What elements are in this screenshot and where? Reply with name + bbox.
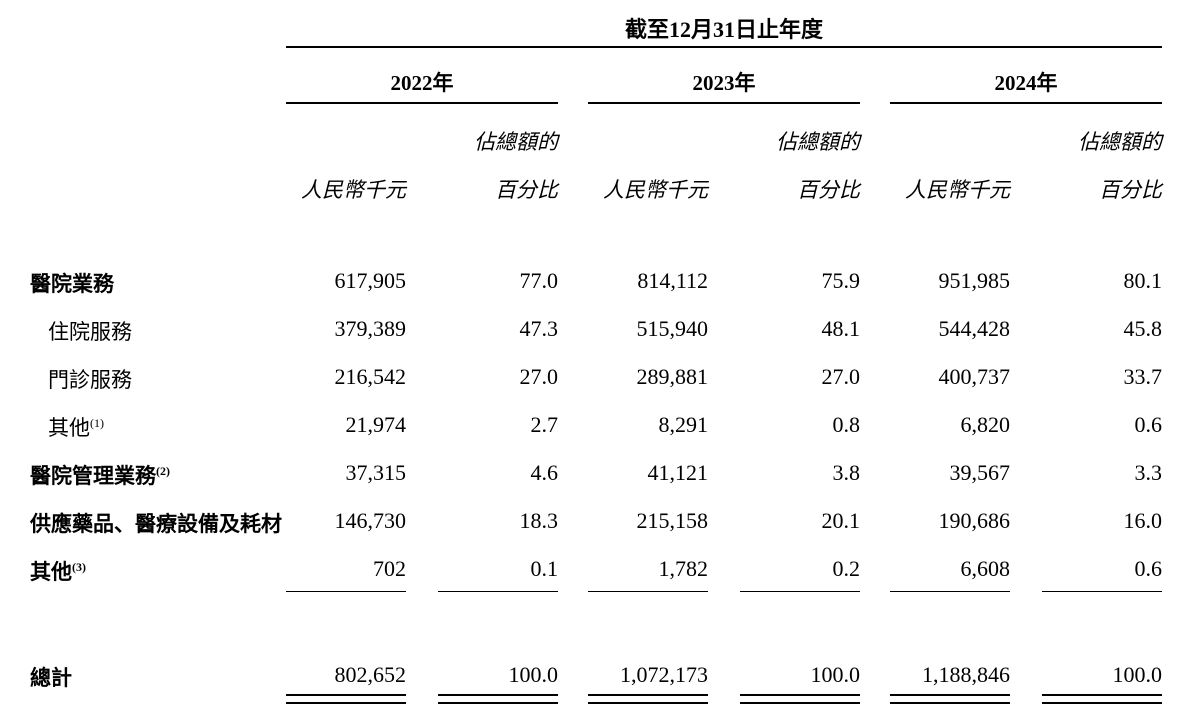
row-label: 其他(3) — [30, 556, 86, 586]
cell-2024-pct: 0.6 — [1134, 412, 1163, 437]
year-2022-header: 2022年 — [390, 71, 454, 95]
total-2024-pct: 100.0 — [1112, 662, 1163, 687]
cell-2022-amount: 216,542 — [334, 364, 407, 389]
total-2022-amount: 802,652 — [334, 662, 407, 687]
cell-2023-pct: 27.0 — [821, 364, 861, 389]
cell-2023-pct: 0.8 — [832, 412, 861, 437]
total-double-rule — [1042, 694, 1162, 704]
subtotal-rule — [438, 591, 558, 592]
cell-2024-pct: 3.3 — [1134, 460, 1163, 485]
cell-2023-pct: 0.2 — [832, 556, 861, 581]
cell-2024-amount: 400,737 — [938, 364, 1011, 389]
total-2022-pct: 100.0 — [508, 662, 559, 687]
row-label: 醫院業務 — [30, 268, 114, 298]
pct-header-2024: 佔總額的 — [1078, 130, 1162, 154]
cell-2024-amount: 951,985 — [938, 268, 1011, 293]
subtotal-rule — [588, 591, 708, 592]
year-2022-rule — [286, 102, 558, 104]
cell-2022-amount: 37,315 — [345, 460, 407, 485]
amount-header-2023: 人民幣千元 — [603, 178, 708, 202]
cell-2023-pct: 75.9 — [821, 268, 861, 293]
cell-2022-pct: 27.0 — [519, 364, 559, 389]
pct-header-2022-line2: 百分比 — [495, 178, 558, 202]
total-2024-amount: 1,188,846 — [922, 662, 1010, 687]
year-2023-rule — [588, 102, 860, 104]
amount-header-2024: 人民幣千元 — [905, 178, 1010, 202]
cell-2023-amount: 289,881 — [636, 364, 709, 389]
cell-2022-pct: 47.3 — [519, 316, 559, 341]
cell-2022-amount: 379,389 — [334, 316, 407, 341]
total-double-rule — [588, 694, 708, 704]
cell-2022-pct: 77.0 — [519, 268, 559, 293]
cell-2024-amount: 6,608 — [960, 556, 1011, 581]
total-2023-amount: 1,072,173 — [620, 662, 708, 687]
cell-2024-amount: 190,686 — [938, 508, 1011, 533]
row-label-text: 其他 — [30, 560, 72, 584]
footnote-marker: (3) — [72, 560, 86, 574]
year-2024-header: 2024年 — [994, 71, 1058, 95]
cell-2023-amount: 8,291 — [658, 412, 709, 437]
row-label-text: 住院服務 — [48, 320, 132, 344]
footnote-marker: (1) — [90, 416, 104, 430]
cell-2024-pct: 16.0 — [1123, 508, 1163, 533]
total-label: 總計 — [30, 666, 72, 690]
row-label-text: 醫院管理業務 — [30, 464, 156, 488]
subtotal-rule — [1042, 591, 1162, 592]
total-2023-pct: 100.0 — [810, 662, 861, 687]
subtotal-rule — [890, 591, 1010, 592]
row-label-text: 其他 — [48, 416, 90, 440]
row-label: 供應藥品、醫療設備及耗材 — [30, 508, 282, 538]
pct-header-2023: 佔總額的 — [776, 130, 860, 154]
pct-header-2023-line2: 百分比 — [797, 178, 860, 202]
cell-2023-pct: 48.1 — [821, 316, 861, 341]
cell-2023-amount: 41,121 — [647, 460, 709, 485]
period-header: 截至12月31日止年度 — [624, 17, 823, 42]
subtotal-rule — [286, 591, 406, 592]
cell-2024-amount: 39,567 — [949, 460, 1011, 485]
cell-2023-amount: 1,782 — [658, 556, 709, 581]
cell-2024-amount: 6,820 — [960, 412, 1011, 437]
cell-2022-amount: 21,974 — [345, 412, 407, 437]
cell-2024-amount: 544,428 — [938, 316, 1011, 341]
pct-header-2022: 佔總額的 — [474, 130, 558, 154]
total-double-rule — [286, 694, 406, 704]
footnote-marker: (2) — [156, 464, 170, 478]
cell-2024-pct: 45.8 — [1123, 316, 1163, 341]
total-double-rule — [438, 694, 558, 704]
row-label: 其他(1) — [48, 412, 104, 442]
cell-2022-amount: 702 — [373, 556, 406, 581]
cell-2022-pct: 4.6 — [530, 460, 559, 485]
cell-2023-pct: 20.1 — [821, 508, 861, 533]
cell-2023-amount: 814,112 — [637, 268, 708, 293]
year-2023-header: 2023年 — [692, 71, 756, 95]
cell-2023-amount: 515,940 — [636, 316, 709, 341]
cell-2022-pct: 18.3 — [519, 508, 559, 533]
year-2024-rule — [890, 102, 1162, 104]
subtotal-rule — [740, 591, 860, 592]
pct-header-2024-line2: 百分比 — [1099, 178, 1162, 202]
cell-2024-pct: 33.7 — [1123, 364, 1163, 389]
cell-2024-pct: 0.6 — [1134, 556, 1163, 581]
row-label: 住院服務 — [48, 316, 132, 346]
cell-2022-pct: 2.7 — [530, 412, 559, 437]
cell-2024-pct: 80.1 — [1123, 268, 1163, 293]
cell-2022-amount: 617,905 — [334, 268, 407, 293]
row-label-text: 門診服務 — [48, 368, 132, 392]
cell-2022-pct: 0.1 — [530, 556, 559, 581]
total-double-rule — [890, 694, 1010, 704]
row-label-text: 醫院業務 — [30, 272, 114, 296]
row-label: 門診服務 — [48, 364, 132, 394]
row-label: 醫院管理業務(2) — [30, 460, 170, 490]
header-rule — [286, 46, 1162, 48]
total-double-rule — [740, 694, 860, 704]
amount-header-2022: 人民幣千元 — [301, 178, 406, 202]
row-label-text: 供應藥品、醫療設備及耗材 — [30, 512, 282, 536]
cell-2023-amount: 215,158 — [636, 508, 709, 533]
cell-2023-pct: 3.8 — [832, 460, 861, 485]
cell-2022-amount: 146,730 — [334, 508, 407, 533]
